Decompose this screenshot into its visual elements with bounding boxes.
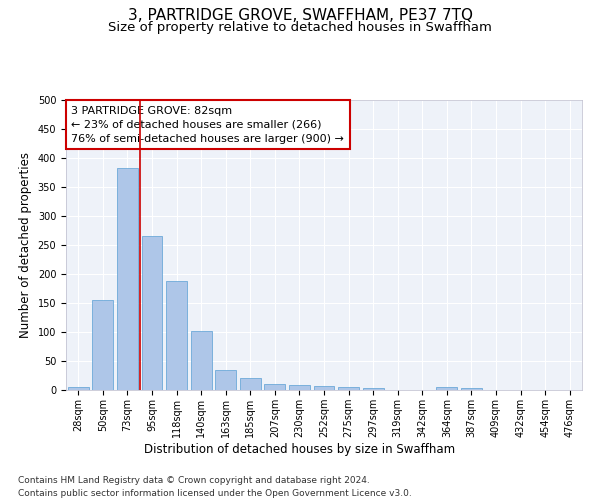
Bar [68, 387, 89, 390]
Bar [265, 384, 286, 390]
Text: 3 PARTRIDGE GROVE: 82sqm
← 23% of detached houses are smaller (266)
76% of semi-: 3 PARTRIDGE GROVE: 82sqm ← 23% of detach… [71, 106, 344, 144]
Bar [362, 388, 383, 390]
Bar [338, 387, 359, 390]
Bar [240, 378, 261, 390]
Bar [92, 300, 113, 390]
Text: Contains public sector information licensed under the Open Government Licence v3: Contains public sector information licen… [18, 489, 412, 498]
Y-axis label: Number of detached properties: Number of detached properties [19, 152, 32, 338]
Text: Contains HM Land Registry data © Crown copyright and database right 2024.: Contains HM Land Registry data © Crown c… [18, 476, 370, 485]
Text: Distribution of detached houses by size in Swaffham: Distribution of detached houses by size … [145, 442, 455, 456]
Bar [142, 236, 163, 390]
Bar [314, 386, 334, 390]
Bar [191, 331, 212, 390]
Text: Size of property relative to detached houses in Swaffham: Size of property relative to detached ho… [108, 21, 492, 34]
Bar [215, 370, 236, 390]
Bar [166, 281, 187, 390]
Bar [289, 386, 310, 390]
Bar [117, 168, 138, 390]
Bar [436, 387, 457, 390]
Text: 3, PARTRIDGE GROVE, SWAFFHAM, PE37 7TQ: 3, PARTRIDGE GROVE, SWAFFHAM, PE37 7TQ [128, 8, 473, 22]
Bar [461, 388, 482, 390]
